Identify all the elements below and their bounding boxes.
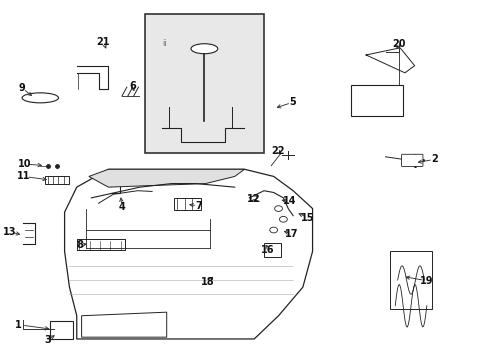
Text: 8: 8 <box>77 240 83 250</box>
Text: ii: ii <box>162 39 166 48</box>
Text: 9: 9 <box>19 83 25 93</box>
Text: 18: 18 <box>201 277 214 287</box>
Text: 11: 11 <box>17 171 30 181</box>
Text: 10: 10 <box>18 159 31 169</box>
Text: 15: 15 <box>300 212 314 222</box>
FancyBboxPatch shape <box>401 154 422 166</box>
Polygon shape <box>144 14 264 153</box>
Bar <box>174 198 201 210</box>
Bar <box>389 251 431 309</box>
Polygon shape <box>89 169 244 187</box>
Text: 14: 14 <box>282 197 295 206</box>
Text: 17: 17 <box>285 229 298 239</box>
Text: 7: 7 <box>195 201 202 211</box>
Text: 3: 3 <box>44 335 51 345</box>
Bar <box>264 243 281 257</box>
Text: 19: 19 <box>419 276 433 286</box>
Text: 12: 12 <box>246 194 260 203</box>
Bar <box>50 321 73 339</box>
Text: 21: 21 <box>97 37 110 48</box>
Polygon shape <box>64 169 312 339</box>
Ellipse shape <box>191 44 217 54</box>
Polygon shape <box>81 312 166 337</box>
Text: 1: 1 <box>15 320 22 330</box>
Text: 6: 6 <box>129 81 136 91</box>
Text: 5: 5 <box>289 97 296 107</box>
Text: 2: 2 <box>431 154 438 164</box>
Text: 22: 22 <box>270 146 284 156</box>
Text: 20: 20 <box>391 39 405 49</box>
Bar <box>45 176 69 184</box>
Ellipse shape <box>22 93 59 103</box>
Text: 13: 13 <box>3 227 17 237</box>
Text: 4: 4 <box>119 202 125 212</box>
Bar <box>351 85 402 116</box>
Text: 16: 16 <box>261 245 274 255</box>
